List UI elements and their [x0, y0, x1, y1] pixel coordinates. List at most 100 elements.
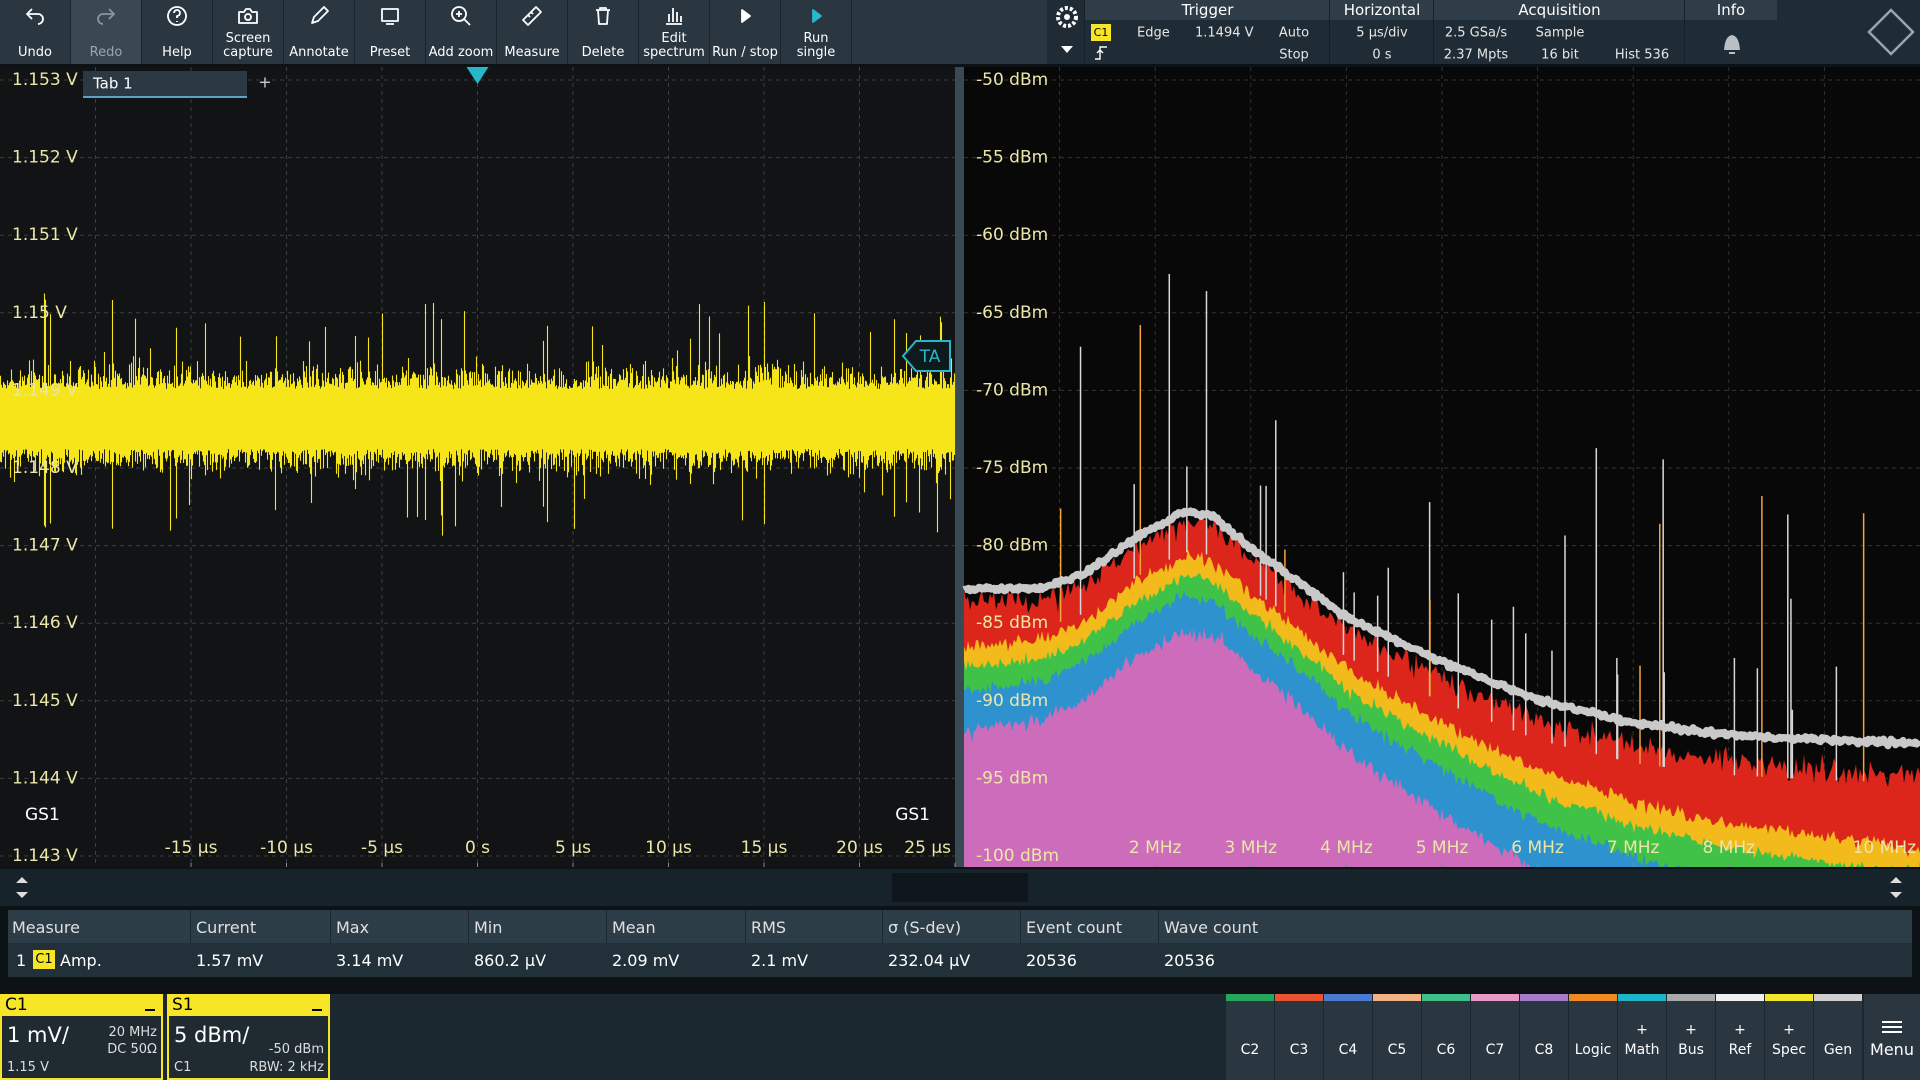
- spectrum-trace: [962, 507, 1920, 750]
- channel-s1[interactable]: S1 5 dBm/ -50 dBm C1 RBW: 2 kHz: [167, 994, 330, 1080]
- channel-button[interactable]: C2: [1226, 994, 1274, 1080]
- x-tick-label: 10 µs: [645, 838, 692, 858]
- channel-button[interactable]: C3: [1275, 994, 1323, 1080]
- splitter-icons: [16, 873, 1902, 902]
- offset: 1.15 V: [7, 1060, 49, 1075]
- x-tick-label: 5 MHz: [1416, 838, 1469, 858]
- toolbar-button[interactable]: Measure: [497, 0, 568, 64]
- channel-button[interactable]: C4: [1324, 994, 1372, 1080]
- waveform-core: [0, 389, 955, 447]
- y-tick-label: 1.152 V: [12, 148, 78, 168]
- measure-value: 3.14 mV: [336, 951, 404, 970]
- channel-color-strip: [1618, 994, 1666, 1001]
- column-separator: [190, 910, 191, 943]
- table-row[interactable]: 1 C1 Amp. 1.57 mV 3.14 mV 860.2 µV 2.09 mV 2.1 …: [8, 943, 1912, 977]
- measure-value: 232.04 µV: [888, 951, 971, 970]
- gear-hub: [1064, 14, 1070, 20]
- toolbar-label: Annotate: [289, 45, 349, 60]
- y-tick-label: 1.148 V: [12, 458, 78, 478]
- button-label: C8: [1534, 1042, 1554, 1058]
- toolbar-button[interactable]: Delete: [568, 0, 639, 64]
- toolbar-label: Help: [162, 45, 192, 60]
- channel-color-strip: [1471, 994, 1519, 1001]
- channel-color-strip: [1422, 994, 1470, 1001]
- toolbar-icon: [666, 8, 682, 25]
- channel-button[interactable]: Logic: [1569, 994, 1617, 1080]
- column-header: Current: [196, 918, 257, 937]
- section-title: Info: [1685, 0, 1777, 20]
- toolbar-label: Delete: [581, 45, 625, 60]
- button-label: C2: [1240, 1042, 1260, 1058]
- column-header: σ (S-dev): [888, 918, 962, 937]
- bell-icon: [1724, 35, 1740, 54]
- channel-c1[interactable]: C1 1 mV/20 MHz DC 50Ω 1.15 V: [0, 994, 163, 1080]
- y-tick-label: -95 dBm: [976, 768, 1048, 788]
- sample-rate: 2.5 GSa/s: [1444, 25, 1508, 41]
- toolbar-button[interactable]: Redo: [71, 0, 142, 64]
- channel-button[interactable]: Gen: [1814, 994, 1862, 1080]
- x-tick-label: 6 MHz: [1511, 838, 1564, 858]
- measure-value: 2.09 mV: [612, 951, 680, 970]
- y-tick-label: 1.143 V: [12, 846, 78, 866]
- toolbar-button[interactable]: Add zoom: [426, 0, 497, 64]
- channel-button[interactable]: C7: [1471, 994, 1519, 1080]
- plot-divider: [955, 67, 964, 867]
- splitter: [0, 869, 1920, 906]
- measure-value: 20536: [1164, 951, 1215, 970]
- channel-button[interactable]: + Ref: [1716, 994, 1764, 1080]
- trigger-section: Trigger C1 Edge 1.1494 V Auto Stop: [1084, 0, 1330, 64]
- toolbar-label: Run single: [796, 31, 836, 60]
- icon-glyph: [26, 8, 44, 25]
- toolbar-button[interactable]: Annotate: [284, 0, 355, 64]
- column-header: Measure: [12, 918, 80, 937]
- gate-label: GS1: [895, 805, 930, 825]
- x-tick-label: 3 MHz: [1225, 838, 1278, 858]
- channel-button[interactable]: C8: [1520, 994, 1568, 1080]
- measure-value: 20536: [1026, 951, 1077, 970]
- channel-button[interactable]: + Spec: [1765, 994, 1813, 1080]
- rbw: RBW: 2 kHz: [249, 1060, 324, 1075]
- y-tick-label: 1.153 V: [12, 70, 78, 90]
- y-tick-label: -85 dBm: [976, 613, 1048, 633]
- column-separator: [882, 910, 883, 943]
- channel-color-strip: [1324, 994, 1372, 1001]
- icon-glyph: [812, 9, 822, 23]
- toolbar-button[interactable]: Undo: [0, 0, 71, 64]
- spectrum-persistence: [964, 627, 1920, 867]
- x-tick-label: 8 MHz: [1703, 838, 1756, 858]
- channel-button[interactable]: C5: [1373, 994, 1421, 1080]
- logo-diamond: [1867, 8, 1915, 56]
- toolbar-button[interactable]: Run / stop: [710, 0, 781, 64]
- section-title: Acquisition: [1434, 0, 1685, 20]
- channel-name: C1: [5, 995, 28, 1015]
- y-tick-label: 1.144 V: [12, 768, 78, 788]
- horizontal-section: Horizontal 5 µs/div 0 s: [1329, 0, 1434, 64]
- toolbar-button[interactable]: Edit spectrum: [639, 0, 710, 64]
- toolbar-icon: [596, 7, 610, 25]
- x-tick-label: 7 MHz: [1607, 838, 1660, 858]
- y-tick-label: -100 dBm: [976, 846, 1059, 866]
- toolbar-button[interactable]: Help: [142, 0, 213, 64]
- button-prefix: +: [1734, 1022, 1746, 1038]
- channel-button[interactable]: + Bus: [1667, 994, 1715, 1080]
- channel-button[interactable]: C6: [1422, 994, 1470, 1080]
- resolution: 16 bit: [1541, 47, 1579, 63]
- settings-icons: [1056, 6, 1078, 53]
- toolbar-button[interactable]: Run single: [781, 0, 852, 64]
- button-prefix: +: [1783, 1022, 1795, 1038]
- toolbar-button[interactable]: Preset: [355, 0, 426, 64]
- y-tick-label: 1.149 V: [12, 380, 78, 400]
- acquisition-section: Acquisition 2.5 GSa/s Sample 2.37 Mpts 16 bi…: [1433, 0, 1685, 64]
- channel-color-strip: [1765, 994, 1813, 1001]
- toolbar-icon: [167, 6, 187, 26]
- y-tick-label: -50 dBm: [976, 70, 1048, 90]
- menu-button[interactable]: Menu: [1864, 994, 1920, 1080]
- icon-glyph: [522, 6, 542, 26]
- vertical-scale: 5 dBm/: [174, 1023, 250, 1047]
- button-label: C4: [1338, 1042, 1358, 1058]
- channel-button[interactable]: + Math: [1618, 994, 1666, 1080]
- icon-glyph: [97, 8, 115, 25]
- toolbar-button[interactable]: Screen capture: [213, 0, 284, 64]
- toolbar-label: Redo: [89, 45, 123, 60]
- column-header: Min: [474, 918, 503, 937]
